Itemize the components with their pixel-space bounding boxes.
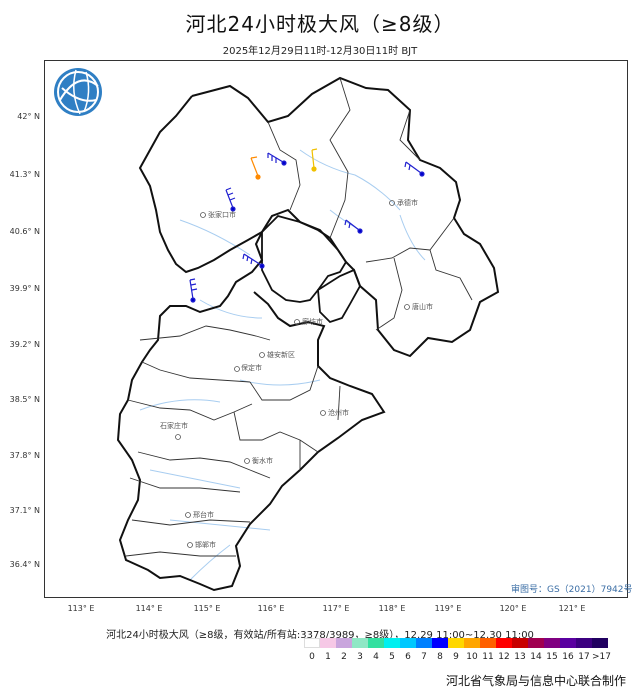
legend-swatch — [400, 638, 416, 648]
lon-tick: 113° E — [67, 604, 95, 613]
legend-label: 3 — [357, 652, 363, 662]
legend-swatch — [320, 638, 336, 648]
city-label: 衡水市 — [252, 456, 273, 465]
legend-swatch — [560, 638, 576, 648]
city-label: 保定市 — [241, 363, 262, 372]
legend-label: 10 — [466, 652, 478, 662]
city-label: 邢台市 — [193, 510, 214, 519]
city-label: 石家庄市 — [160, 421, 188, 430]
legend-swatch — [464, 638, 480, 648]
legend-label: 1 — [325, 652, 331, 662]
legend-swatch — [512, 638, 528, 648]
lon-tick: 121° E — [558, 604, 586, 613]
legend-label: 11 — [482, 652, 494, 662]
legend-label: 16 — [562, 652, 574, 662]
legend-swatch — [592, 638, 608, 648]
legend-swatch — [368, 638, 384, 648]
legend-swatch — [480, 638, 496, 648]
lon-tick: 116° E — [257, 604, 285, 613]
lat-tick: 38.5° N — [9, 395, 40, 404]
legend-swatch — [336, 638, 352, 648]
lat-tick: 41.3° N — [9, 170, 40, 179]
legend-swatch — [352, 638, 368, 648]
legend-label: 6 — [405, 652, 411, 662]
lat-tick: 36.4° N — [9, 560, 40, 569]
globe-logo-icon — [54, 68, 102, 116]
lon-tick: 115° E — [193, 604, 221, 613]
legend-label: 5 — [389, 652, 395, 662]
legend-swatch — [432, 638, 448, 648]
legend-swatch — [384, 638, 400, 648]
legend-colorbar — [304, 638, 608, 648]
legend-label: >17 — [592, 652, 611, 662]
legend-label: 14 — [530, 652, 542, 662]
legend-label: 15 — [546, 652, 558, 662]
legend-label: 0 — [309, 652, 315, 662]
legend-swatch — [528, 638, 544, 648]
legend-label: 4 — [373, 652, 379, 662]
legend-label: 7 — [421, 652, 427, 662]
city-label: 承德市 — [397, 198, 418, 207]
map-title: 河北24小时极大风（≥8级） — [185, 12, 455, 36]
map-frame — [44, 60, 628, 598]
lat-tick: 37.1° N — [9, 506, 40, 515]
lon-tick: 120° E — [499, 604, 527, 613]
legend-title: 河北24小时极大风（≥8级，有效站/所有站:3378/3989，≥8级），12.… — [106, 630, 534, 641]
lat-tick: 40.6° N — [9, 227, 40, 236]
lon-tick: 118° E — [378, 604, 406, 613]
legend-label: 12 — [498, 652, 510, 662]
legend-swatch — [448, 638, 464, 648]
city-label: 张家口市 — [208, 210, 236, 219]
legend-label: 9 — [453, 652, 459, 662]
lat-tick: 42° N — [17, 112, 40, 121]
city-label: 廊坊市 — [302, 317, 323, 326]
lat-tick: 39.9° N — [9, 284, 40, 293]
legend-label: 8 — [437, 652, 443, 662]
lon-tick: 117° E — [322, 604, 350, 613]
lon-tick: 119° E — [434, 604, 462, 613]
map-subtitle: 2025年12月29日11时-12月30日11时 BJT — [222, 46, 418, 57]
lat-tick: 37.8° N — [9, 451, 40, 460]
legend-swatch — [496, 638, 512, 648]
legend-label: 13 — [514, 652, 526, 662]
footer-credit: 河北省气象局与信息中心联合制作 — [445, 674, 626, 688]
hebei-boundary — [116, 76, 500, 592]
city-label: 唐山市 — [412, 302, 433, 311]
legend-label: 17 — [578, 652, 590, 662]
city-label: 沧州市 — [328, 408, 349, 417]
lon-tick: 114° E — [135, 604, 163, 613]
city-label: 邯郸市 — [195, 540, 216, 549]
legend-swatch — [416, 638, 432, 648]
city-label: 雄安新区 — [267, 350, 295, 359]
legend-label: 2 — [341, 652, 347, 662]
legend-swatch — [576, 638, 592, 648]
lat-tick: 39.2° N — [9, 340, 40, 349]
legend-swatch — [544, 638, 560, 648]
review-number: 审图号：GS（2021）7942号 — [511, 585, 633, 595]
legend-swatch — [304, 638, 320, 648]
